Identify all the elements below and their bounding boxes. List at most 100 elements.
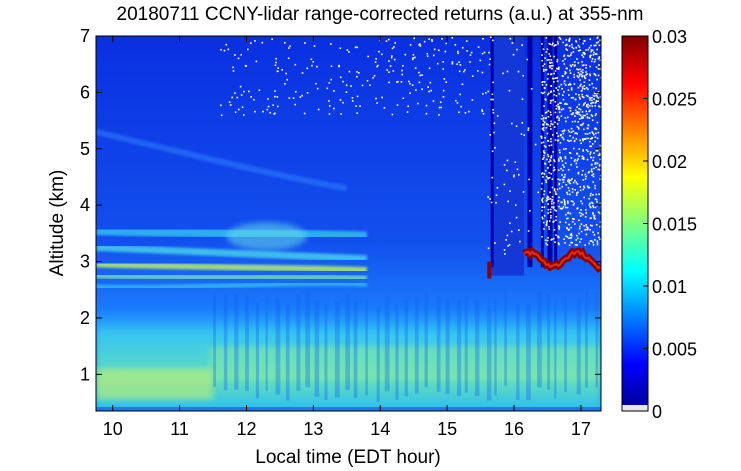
heatmap-noise-pixel [569,72,572,74]
heatmap-noise-pixel [561,174,563,176]
heatmap-noise-pixel [560,83,563,86]
heatmap-noise-pixel [594,102,597,104]
heatmap-noise-pixel [491,150,494,153]
heatmap-noise-pixel [585,105,588,108]
heatmap-noise-pixel [585,49,587,51]
heatmap-noise-pixel [564,102,567,105]
heatmap-noise-pixel [547,237,549,239]
heatmap-noise-pixel [578,211,581,214]
heatmap-noise-pixel [306,67,309,70]
heatmap-noise-pixel [553,90,555,92]
heatmap-noise-pixel [557,89,559,91]
heatmap-noise-pixel [241,106,244,109]
heatmap-noise-pixel [566,226,568,229]
heatmap-noise-pixel [244,64,247,67]
heatmap-noise-pixel [376,65,378,68]
heatmap-noise-pixel [276,70,279,73]
heatmap-noise-pixel [563,238,565,241]
heatmap-noise-pixel [330,78,333,81]
heatmap-noise-pixel [598,44,601,47]
heatmap-noise-pixel [346,49,349,51]
heatmap-noise-pixel [561,130,564,133]
heatmap-noise-pixel [573,76,576,79]
heatmap-noise-pixel [562,206,565,208]
heatmap-noise-pixel [588,46,591,49]
heatmap-noise-pixel [489,36,492,39]
heatmap-noise-pixel [578,113,581,116]
heatmap-noise-pixel [564,71,567,73]
heatmap-noise-pixel [542,158,544,161]
heatmap-noise-pixel [440,106,443,109]
heatmap-noise-pixel [541,43,543,45]
heatmap-noise-pixel [566,67,568,70]
heatmap-noise-pixel [493,122,496,125]
heatmap-noise-pixel [549,160,552,162]
heatmap-noise-pixel [563,54,566,57]
heatmap-noise-pixel [593,239,596,241]
heatmap-noise-pixel [547,198,550,201]
heatmap-noise-pixel [576,244,578,246]
heatmap-noise-pixel [552,169,555,172]
heatmap-noise-pixel [543,151,545,154]
heatmap-noise-pixel [592,94,595,97]
heatmap-noise-pixel [588,96,591,99]
heatmap-noise-pixel [579,139,582,142]
heatmap-noise-pixel [492,81,494,84]
heatmap-noise-pixel [510,230,513,233]
heatmap-noise-pixel [587,48,590,51]
heatmap-noise-pixel [458,111,460,114]
heatmap-noise-pixel [261,41,264,44]
heatmap-noise-pixel [547,115,550,118]
heatmap-noise-pixel [489,198,491,200]
heatmap-noise-pixel [366,79,369,82]
heatmap-noise-pixel [550,172,553,175]
heatmap-noise-pixel [220,104,222,107]
heatmap-column-streak [494,299,497,396]
heatmap-noise-pixel [563,200,566,203]
heatmap-noise-pixel [542,157,545,159]
heatmap-noise-pixel [559,151,561,154]
heatmap-noise-pixel [527,230,530,232]
heatmap-noise-pixel [378,50,380,53]
heatmap-noise-pixel [589,109,591,112]
heatmap-noise-pixel [555,215,557,218]
heatmap-noise-pixel [466,50,468,52]
heatmap-noise-pixel [445,42,448,45]
heatmap-noise-pixel [551,44,554,46]
heatmap-noise-pixel [559,179,561,181]
heatmap-noise-pixel [391,113,394,116]
x-tick-label: 16 [504,419,524,439]
heatmap-noise-pixel [598,57,600,59]
heatmap-noise-pixel [595,94,598,97]
heatmap-noise-pixel [254,40,256,42]
heatmap-noise-pixel [421,74,423,76]
heatmap-noise-pixel [546,132,549,135]
heatmap-noise-pixel [557,103,559,106]
heatmap-noise-pixel [549,198,552,200]
heatmap-noise-pixel [514,161,517,163]
heatmap-noise-pixel [568,94,570,96]
heatmap-noise-pixel [549,164,552,166]
heatmap-noise-pixel [542,176,544,178]
heatmap-noise-pixel [580,83,582,86]
heatmap-noise-pixel [576,125,579,128]
heatmap-noise-pixel [465,40,468,42]
heatmap-noise-pixel [492,111,495,114]
heatmap-column-streak [244,295,249,391]
heatmap-noise-pixel [598,64,600,66]
heatmap-noise-pixel [595,128,598,131]
heatmap-noise-pixel [587,137,589,140]
heatmap-noise-pixel [581,123,584,126]
heatmap-noise-pixel [253,98,255,101]
heatmap-noise-pixel [590,170,593,172]
heatmap-noise-pixel [564,73,566,75]
heatmap-noise-pixel [544,169,547,172]
heatmap-noise-pixel [286,78,289,81]
heatmap-noise-pixel [580,230,583,233]
heatmap-noise-pixel [577,126,580,129]
heatmap-noise-pixel [568,40,570,43]
heatmap-noise-pixel [561,207,564,210]
heatmap-noise-pixel [570,43,573,46]
heatmap-noise-pixel [549,55,552,57]
heatmap-noise-pixel [584,178,587,180]
